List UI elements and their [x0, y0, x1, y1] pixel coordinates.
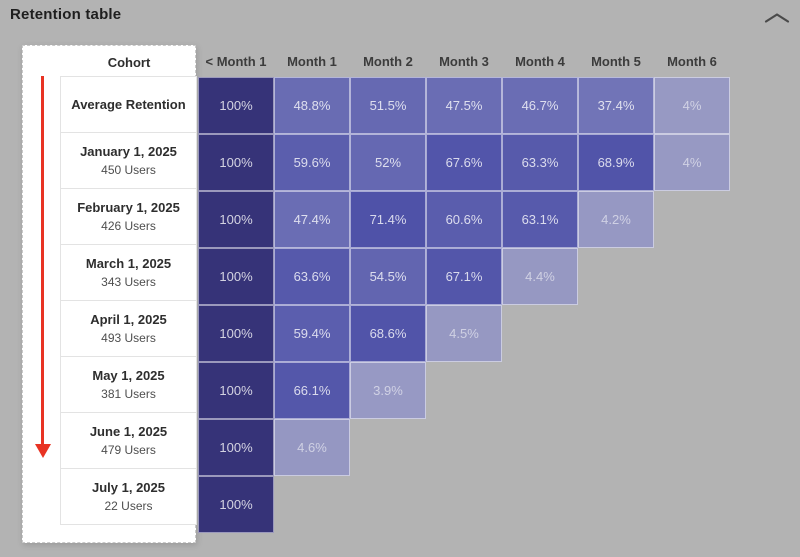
retention-cell: 4%	[654, 77, 730, 134]
cohort-name: Average Retention	[71, 96, 186, 112]
retention-cell: 100%	[198, 191, 274, 248]
retention-cell: 100%	[198, 77, 274, 134]
cohort-name: June 1, 2025	[89, 423, 168, 439]
retention-cell: 51.5%	[350, 77, 426, 134]
retention-cell: 63.1%	[502, 191, 578, 248]
retention-cell: 4.5%	[426, 305, 502, 362]
cohort-label-june-1-2025: June 1, 2025 479 Users	[60, 412, 197, 469]
retention-cell: 66.1%	[274, 362, 350, 419]
cohort-user-count: 450 Users	[101, 162, 156, 177]
retention-cell: 60.6%	[426, 191, 502, 248]
retention-row-july-1-2025: 100%	[198, 476, 730, 533]
column-header-month-1: Month 1	[287, 53, 337, 69]
column-header-month-6: Month 6	[667, 53, 717, 69]
cohort-name: January 1, 2025	[80, 143, 177, 159]
cohort-user-count: 343 Users	[101, 274, 156, 289]
cohort-label-march-1-2025: March 1, 2025 343 Users	[60, 244, 197, 301]
chevron-up-icon	[764, 11, 790, 28]
cohort-label-july-1-2025: July 1, 2025 22 Users	[60, 468, 197, 525]
retention-cell: 37.4%	[578, 77, 654, 134]
cohort-row-list: Average Retention January 1, 2025 450 User…	[60, 76, 197, 525]
column-header-month-3: Month 3	[439, 53, 489, 69]
cohort-user-count: 381 Users	[101, 386, 156, 401]
retention-cell: 48.8%	[274, 77, 350, 134]
retention-cell: 47.5%	[426, 77, 502, 134]
cohort-label-average-retention: Average Retention	[60, 76, 197, 133]
retention-cell: 4.2%	[578, 191, 654, 248]
retention-cell: 100%	[198, 305, 274, 362]
retention-cell: 3.9%	[350, 362, 426, 419]
cohort-name: April 1, 2025	[90, 311, 167, 327]
column-header-month-5: Month 5	[591, 53, 641, 69]
retention-row-april-1-2025: 100% 59.4% 68.6% 4.5%	[198, 305, 730, 362]
retention-cell: 67.6%	[426, 134, 502, 191]
retention-cell: 100%	[198, 419, 274, 476]
cohort-name: May 1, 2025	[92, 367, 165, 383]
retention-row-february-1-2025: 100% 47.4% 71.4% 60.6% 63.1% 4.2%	[198, 191, 730, 248]
collapse-button[interactable]	[762, 8, 792, 30]
cohort-user-count: 479 Users	[101, 442, 156, 457]
retention-cell: 68.9%	[578, 134, 654, 191]
time-direction-arrowhead-icon	[35, 444, 51, 458]
cohort-panel: Cohort Average Retention January 1, 2025 4…	[22, 45, 197, 543]
retention-cell: 59.6%	[274, 134, 350, 191]
cohort-label-january-1-2025: January 1, 2025 450 Users	[60, 132, 197, 189]
retention-cell: 52%	[350, 134, 426, 191]
retention-cell: 67.1%	[426, 248, 502, 305]
retention-heatmap-grid: 100% 48.8% 51.5% 47.5% 46.7% 37.4% 4% 100% 59.6%…	[198, 77, 730, 533]
cohort-label-february-1-2025: February 1, 2025 426 Users	[60, 188, 197, 245]
retention-row-march-1-2025: 100% 63.6% 54.5% 67.1% 4.4%	[198, 248, 730, 305]
retention-cell: 71.4%	[350, 191, 426, 248]
cohort-name: March 1, 2025	[85, 255, 172, 271]
retention-cell: 100%	[198, 362, 274, 419]
cohort-label-april-1-2025: April 1, 2025 493 Users	[60, 300, 197, 357]
retention-row-may-1-2025: 100% 66.1% 3.9%	[198, 362, 730, 419]
retention-cell: 47.4%	[274, 191, 350, 248]
column-header-month-2: Month 2	[363, 53, 413, 69]
time-direction-arrow-icon	[41, 76, 44, 444]
retention-cell: 4.4%	[502, 248, 578, 305]
retention-cell: 100%	[198, 248, 274, 305]
widget-title: Retention table	[10, 6, 122, 23]
retention-row-january-1-2025: 100% 59.6% 52% 67.6% 63.3% 68.9% 4%	[198, 134, 730, 191]
retention-row-june-1-2025: 100% 4.6%	[198, 419, 730, 476]
retention-cell: 100%	[198, 134, 274, 191]
cohort-name: February 1, 2025	[77, 199, 180, 215]
retention-cell: 4%	[654, 134, 730, 191]
cohort-name: July 1, 2025	[92, 479, 165, 495]
cohort-column-header: Cohort	[107, 54, 151, 70]
cohort-user-count: 426 Users	[101, 218, 156, 233]
cohort-user-count: 22 Users	[104, 498, 153, 513]
column-header-month-1: < Month 1	[205, 53, 267, 69]
retention-row-average-retention: 100% 48.8% 51.5% 47.5% 46.7% 37.4% 4%	[198, 77, 730, 134]
retention-cell: 4.6%	[274, 419, 350, 476]
retention-cell: 100%	[198, 476, 274, 533]
retention-cell: 68.6%	[350, 305, 426, 362]
retention-cell: 46.7%	[502, 77, 578, 134]
retention-cell: 63.3%	[502, 134, 578, 191]
cohort-label-may-1-2025: May 1, 2025 381 Users	[60, 356, 197, 413]
column-header-row: < Month 1 Month 1 Month 2 Month 3 Month 4 Mon…	[198, 45, 730, 77]
retention-cell: 63.6%	[274, 248, 350, 305]
cohort-user-count: 493 Users	[101, 330, 156, 345]
column-header-month-4: Month 4	[515, 53, 565, 69]
retention-cell: 54.5%	[350, 248, 426, 305]
retention-grid-area: < Month 1 Month 1 Month 2 Month 3 Month 4 Mon…	[198, 45, 730, 533]
retention-cell: 59.4%	[274, 305, 350, 362]
